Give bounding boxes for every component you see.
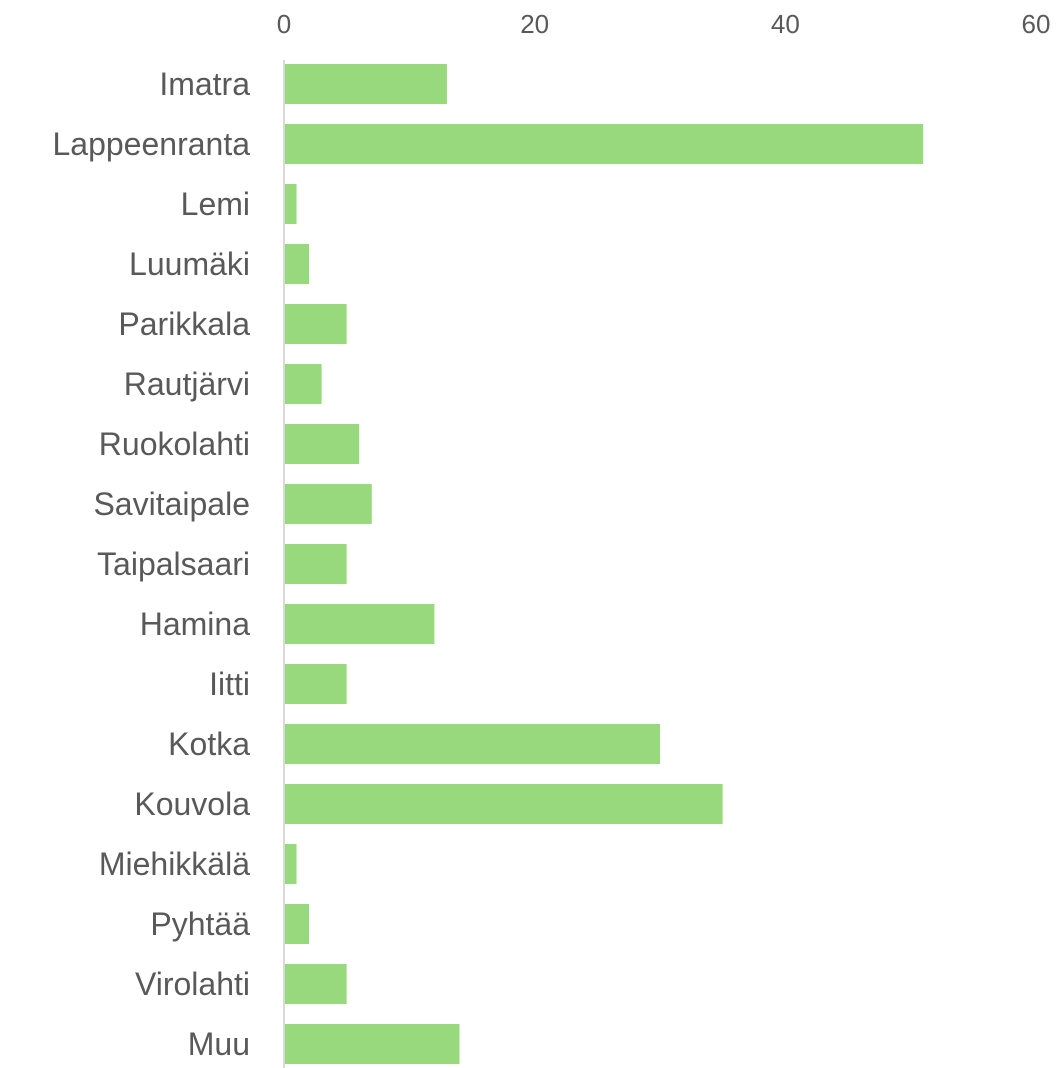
category-label: Muu bbox=[188, 1026, 250, 1062]
category-label: Ruokolahti bbox=[99, 426, 250, 462]
category-label: Kotka bbox=[168, 726, 250, 762]
bar bbox=[285, 724, 660, 764]
bars bbox=[285, 64, 924, 1064]
bar bbox=[285, 844, 297, 884]
x-axis-ticks: 0 20 40 60 bbox=[277, 9, 1051, 39]
category-label: Miehikkälä bbox=[99, 846, 250, 882]
x-tick-label: 20 bbox=[520, 9, 549, 39]
bar bbox=[285, 664, 347, 704]
category-label: Taipalsaari bbox=[97, 546, 250, 582]
bar bbox=[285, 544, 347, 584]
category-labels: Imatra Lappeenranta Lemi Luumäki Parikkala Ra… bbox=[52, 66, 250, 1062]
bar bbox=[285, 604, 435, 644]
bar bbox=[285, 364, 322, 404]
category-label: Virolahti bbox=[135, 966, 250, 1002]
bar bbox=[285, 304, 347, 344]
bar bbox=[285, 964, 347, 1004]
bar bbox=[285, 184, 297, 224]
category-label: Kouvola bbox=[134, 786, 250, 822]
bar bbox=[285, 784, 723, 824]
category-label: Luumäki bbox=[129, 246, 250, 282]
bar bbox=[285, 904, 310, 944]
bar bbox=[285, 124, 924, 164]
category-label: Lemi bbox=[181, 186, 250, 222]
bar bbox=[285, 64, 447, 104]
category-label: Lappeenranta bbox=[52, 126, 250, 162]
category-label: Savitaipale bbox=[93, 486, 250, 522]
category-label: Rautjärvi bbox=[124, 366, 250, 402]
x-tick-label: 0 bbox=[277, 9, 291, 39]
category-label: Iitti bbox=[209, 666, 250, 702]
x-tick-label: 40 bbox=[771, 9, 800, 39]
bar bbox=[285, 484, 372, 524]
bar bbox=[285, 424, 360, 464]
bar bbox=[285, 1024, 460, 1064]
bar bbox=[285, 244, 310, 284]
category-label: Pyhtää bbox=[150, 906, 250, 942]
category-label: Parikkala bbox=[118, 306, 250, 342]
category-label: Imatra bbox=[159, 66, 250, 102]
category-label: Hamina bbox=[140, 606, 250, 642]
x-tick-label: 60 bbox=[1022, 9, 1051, 39]
